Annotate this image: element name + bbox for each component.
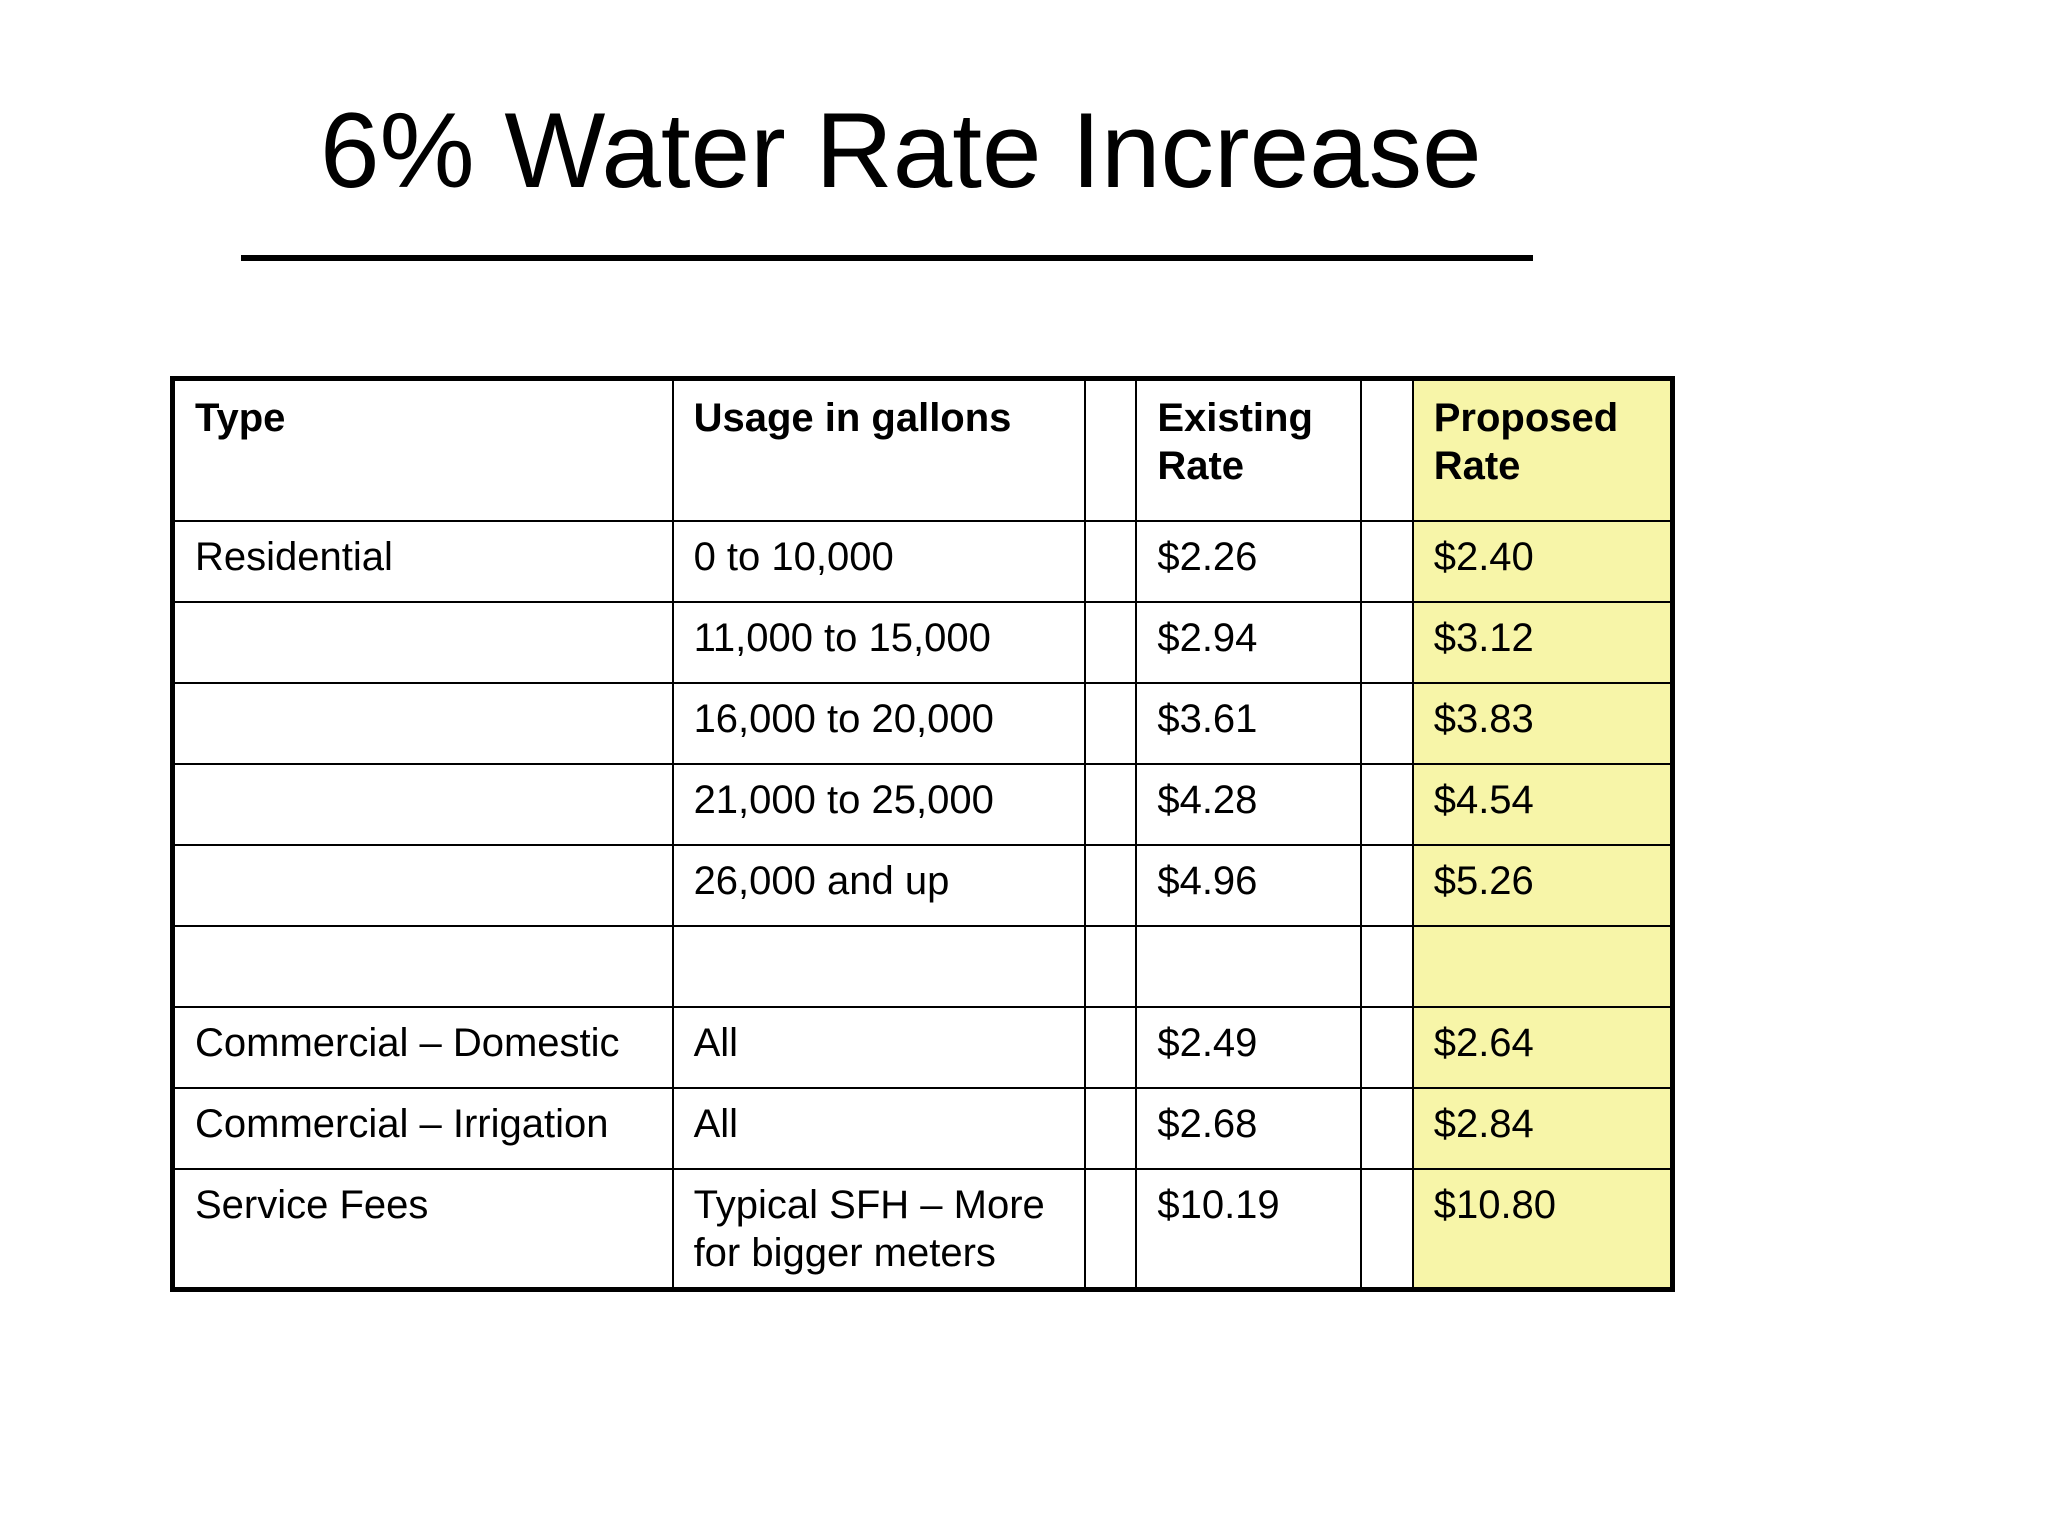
table-row: Residential 0 to 10,000 $2.26 $2.40 — [171, 519, 1674, 603]
table-header-row: Type Usage in gallons Existing Rate Prop… — [171, 377, 1674, 522]
cell-proposed-rate: $3.83 — [1411, 681, 1674, 765]
spacer-cell — [1360, 519, 1414, 603]
cell-proposed-rate: $2.40 — [1411, 519, 1674, 603]
cell-proposed-rate: $4.54 — [1411, 762, 1674, 846]
table-row: Commercial – Domestic All $2.49 $2.64 — [171, 1005, 1674, 1089]
table-row: 11,000 to 15,000 $2.94 $3.12 — [171, 600, 1674, 684]
table-row — [171, 924, 1674, 1008]
table-row: 21,000 to 25,000 $4.28 $4.54 — [171, 762, 1674, 846]
cell-proposed-rate: $10.80 — [1411, 1167, 1674, 1290]
spacer-cell — [1083, 1005, 1138, 1089]
slide-title: 6% Water Rate Increase — [320, 90, 1482, 210]
cell-type — [171, 681, 674, 765]
spacer-cell — [1360, 377, 1414, 522]
cell-usage — [671, 924, 1086, 1008]
header-type: Type — [171, 377, 674, 522]
spacer-cell — [1360, 924, 1414, 1008]
cell-existing-rate: $2.26 — [1135, 519, 1363, 603]
cell-usage: 11,000 to 15,000 — [671, 600, 1086, 684]
cell-proposed-rate: $5.26 — [1411, 843, 1674, 927]
spacer-cell — [1360, 600, 1414, 684]
cell-proposed-rate: $3.12 — [1411, 600, 1674, 684]
spacer-cell — [1360, 843, 1414, 927]
header-existing-rate: Existing Rate — [1135, 377, 1363, 522]
cell-existing-rate: $2.49 — [1135, 1005, 1363, 1089]
cell-type — [171, 600, 674, 684]
rate-table: Type Usage in gallons Existing Rate Prop… — [170, 376, 1675, 1292]
cell-usage: All — [671, 1005, 1086, 1089]
cell-type: Commercial – Irrigation — [171, 1086, 674, 1170]
spacer-cell — [1360, 1005, 1414, 1089]
cell-proposed-rate — [1411, 924, 1674, 1008]
cell-existing-rate: $10.19 — [1135, 1167, 1363, 1290]
spacer-cell — [1083, 843, 1138, 927]
spacer-cell — [1360, 681, 1414, 765]
spacer-cell — [1360, 1167, 1414, 1290]
cell-usage: All — [671, 1086, 1086, 1170]
table-row: 16,000 to 20,000 $3.61 $3.83 — [171, 681, 1674, 765]
cell-existing-rate: $4.96 — [1135, 843, 1363, 927]
cell-existing-rate: $4.28 — [1135, 762, 1363, 846]
spacer-cell — [1083, 600, 1138, 684]
cell-type: Commercial – Domestic — [171, 1005, 674, 1089]
spacer-cell — [1083, 762, 1138, 846]
cell-type — [171, 762, 674, 846]
cell-proposed-rate: $2.64 — [1411, 1005, 1674, 1089]
cell-existing-rate: $2.94 — [1135, 600, 1363, 684]
cell-existing-rate: $3.61 — [1135, 681, 1363, 765]
spacer-cell — [1360, 1086, 1414, 1170]
cell-type — [171, 924, 674, 1008]
cell-type — [171, 843, 674, 927]
table-row: Service Fees Typical SFH – More for bigg… — [171, 1167, 1674, 1290]
spacer-cell — [1083, 1086, 1138, 1170]
spacer-cell — [1083, 681, 1138, 765]
title-divider — [241, 255, 1533, 261]
table-row: Commercial – Irrigation All $2.68 $2.84 — [171, 1086, 1674, 1170]
cell-usage: 26,000 and up — [671, 843, 1086, 927]
spacer-cell — [1083, 377, 1138, 522]
spacer-cell — [1083, 519, 1138, 603]
cell-existing-rate — [1135, 924, 1363, 1008]
cell-type: Residential — [171, 519, 674, 603]
table-row: 26,000 and up $4.96 $5.26 — [171, 843, 1674, 927]
header-proposed-rate: Proposed Rate — [1411, 377, 1674, 522]
cell-existing-rate: $2.68 — [1135, 1086, 1363, 1170]
cell-type: Service Fees — [171, 1167, 674, 1290]
cell-usage: Typical SFH – More for bigger meters — [671, 1167, 1086, 1290]
header-usage: Usage in gallons — [671, 377, 1086, 522]
spacer-cell — [1360, 762, 1414, 846]
cell-usage: 0 to 10,000 — [671, 519, 1086, 603]
spacer-cell — [1083, 1167, 1138, 1290]
cell-usage: 21,000 to 25,000 — [671, 762, 1086, 846]
spacer-cell — [1083, 924, 1138, 1008]
cell-proposed-rate: $2.84 — [1411, 1086, 1674, 1170]
cell-usage: 16,000 to 20,000 — [671, 681, 1086, 765]
